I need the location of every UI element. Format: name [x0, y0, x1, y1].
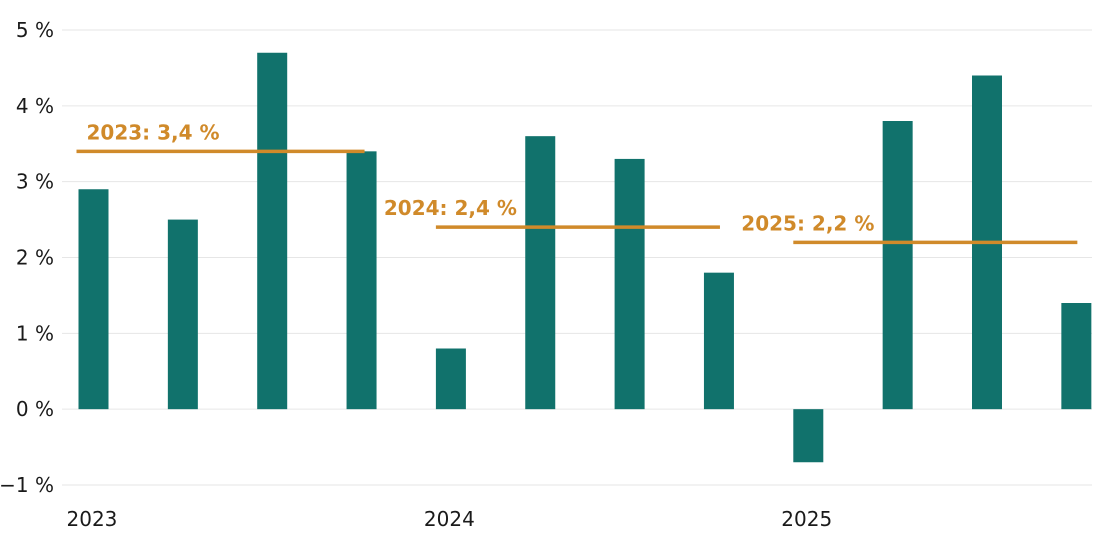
bar [346, 151, 377, 410]
bar [257, 52, 288, 410]
x-tick-label: 2023 [67, 507, 118, 531]
y-tick-label: 5 % [16, 18, 54, 42]
bar [793, 409, 824, 463]
x-tick-label: 2024 [424, 507, 475, 531]
x-tick-label: 2025 [781, 507, 832, 531]
y-tick-label: 0 % [16, 397, 54, 421]
average-label: 2023: 3,4 % [87, 120, 220, 144]
y-tick-label: 3 % [16, 170, 54, 194]
y-tick-label: 1 % [16, 321, 54, 345]
bar [1061, 303, 1092, 410]
average-label: 2024: 2,4 % [384, 196, 517, 220]
bars [78, 52, 1092, 463]
bar [435, 348, 466, 410]
bar [614, 158, 645, 410]
bar [882, 121, 913, 410]
average-label: 2025: 2,2 % [741, 211, 874, 235]
bar [167, 219, 198, 410]
bar [703, 272, 734, 410]
bar [78, 189, 109, 410]
y-tick-label: 4 % [16, 94, 54, 118]
y-tick-label: −1 % [0, 473, 54, 497]
bar [525, 136, 556, 410]
gridlines [62, 29, 1092, 486]
x-axis-tick-labels: 2023 2024 2025 [67, 507, 833, 531]
average-lines: 2023: 3,4 % 2024: 2,4 % 2025: 2,2 % [76, 120, 1078, 245]
y-axis-tick-labels: 5 % 4 % 3 % 2 % 1 % 0 % −1 % [0, 18, 54, 497]
y-tick-label: 2 % [16, 246, 54, 270]
